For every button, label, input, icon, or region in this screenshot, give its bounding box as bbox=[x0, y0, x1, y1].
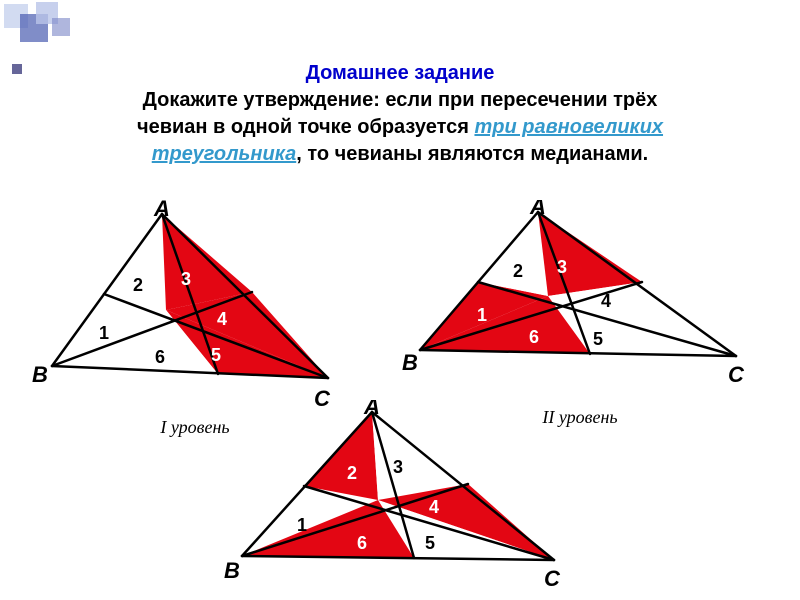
title-line2a: чевиан в одной точке образуется bbox=[137, 116, 474, 138]
title-line1: Докажите утверждение: если при пересечен… bbox=[143, 89, 658, 111]
figure-2: 123456ABC II уровень bbox=[400, 200, 760, 428]
svg-text:6: 6 bbox=[357, 533, 367, 553]
svg-text:2: 2 bbox=[347, 463, 357, 483]
svg-text:A: A bbox=[153, 200, 170, 221]
slide-decoration bbox=[0, 0, 100, 50]
svg-text:5: 5 bbox=[425, 533, 435, 553]
svg-text:1: 1 bbox=[297, 515, 307, 535]
svg-text:C: C bbox=[544, 566, 561, 591]
bullet-marker bbox=[12, 64, 22, 74]
title-heading: Домашнее задание bbox=[30, 60, 770, 87]
figure-1-svg: 123456ABC bbox=[30, 200, 360, 410]
svg-text:5: 5 bbox=[211, 345, 221, 365]
svg-text:B: B bbox=[224, 558, 240, 583]
svg-text:2: 2 bbox=[133, 275, 143, 295]
title-block: Домашнее задание Докажите утверждение: е… bbox=[30, 60, 770, 168]
svg-text:5: 5 bbox=[593, 329, 603, 349]
svg-text:A: A bbox=[529, 200, 546, 219]
title-line3b: , то чевианы являются медианами. bbox=[296, 143, 648, 165]
svg-text:3: 3 bbox=[557, 257, 567, 277]
figure-2-svg: 1 2 3 4 5 6 A B C bbox=[400, 200, 760, 400]
title-link-1: три равновеликих bbox=[474, 116, 663, 138]
figure-3: 123456ABC III уровень bbox=[220, 400, 580, 600]
svg-text:A: A bbox=[363, 400, 380, 419]
svg-text:1: 1 bbox=[99, 323, 109, 343]
svg-text:3: 3 bbox=[181, 269, 191, 289]
title-link-2: треугольника bbox=[152, 143, 297, 165]
svg-text:C: C bbox=[728, 362, 745, 387]
svg-text:B: B bbox=[402, 350, 418, 375]
svg-text:6: 6 bbox=[529, 327, 539, 347]
svg-text:4: 4 bbox=[217, 309, 227, 329]
svg-text:3: 3 bbox=[393, 457, 403, 477]
svg-text:2: 2 bbox=[513, 261, 523, 281]
svg-text:6: 6 bbox=[155, 347, 165, 367]
figure-3-svg: 1 2 3 4 5 6 A B C bbox=[220, 400, 580, 600]
svg-text:1: 1 bbox=[477, 305, 487, 325]
svg-text:4: 4 bbox=[601, 291, 611, 311]
svg-text:B: B bbox=[32, 362, 48, 387]
svg-text:4: 4 bbox=[429, 497, 439, 517]
